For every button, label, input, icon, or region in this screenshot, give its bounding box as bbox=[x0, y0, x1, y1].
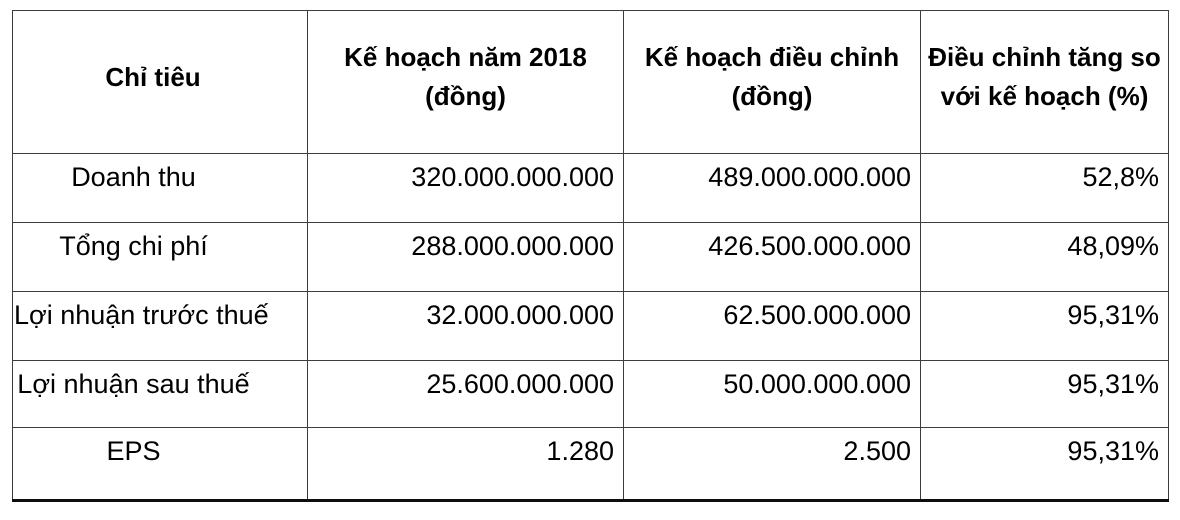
cell-value: 426.500.000.000 bbox=[623, 222, 921, 292]
row-label: Lợi nhuận trước thuế bbox=[12, 291, 308, 361]
column-header-ke-hoach-nam-2018: Kế hoạch năm 2018 (đồng) bbox=[307, 10, 624, 154]
row-label: Doanh thu bbox=[12, 153, 308, 223]
row-label: Lợi nhuận sau thuế bbox=[12, 360, 308, 428]
table-row: Lợi nhuận trước thuế 32.000.000.000 62.500… bbox=[12, 291, 1169, 361]
column-header-chi-tieu: Chỉ tiêu bbox=[12, 10, 308, 154]
cell-value: 32.000.000.000 bbox=[307, 291, 624, 361]
row-label: Tổng chi phí bbox=[12, 222, 308, 292]
column-header-dieu-chinh-tang: Điều chỉnh tăng so với kế hoạch (%) bbox=[920, 10, 1169, 154]
row-label: EPS bbox=[12, 427, 308, 502]
header-row: Chỉ tiêu Kế hoạch năm 2018 (đồng) Kế hoạ… bbox=[12, 10, 1169, 154]
cell-value: 489.000.000.000 bbox=[623, 153, 921, 223]
table-row: Lợi nhuận sau thuế 25.600.000.000 50.000.0… bbox=[12, 360, 1169, 428]
cell-value: 50.000.000.000 bbox=[623, 360, 921, 428]
cell-value: 95,31% bbox=[920, 291, 1169, 361]
cell-value: 2.500 bbox=[623, 427, 921, 502]
table-row: Doanh thu 320.000.000.000 489.000.000.000 5… bbox=[12, 153, 1169, 223]
cell-value: 62.500.000.000 bbox=[623, 291, 921, 361]
cell-value: 288.000.000.000 bbox=[307, 222, 624, 292]
cell-value: 320.000.000.000 bbox=[307, 153, 624, 223]
table-row: Tổng chi phí 288.000.000.000 426.500.000.0… bbox=[12, 222, 1169, 292]
cell-value: 52,8% bbox=[920, 153, 1169, 223]
financial-plan-table: Chỉ tiêu Kế hoạch năm 2018 (đồng) Kế hoạ… bbox=[12, 10, 1169, 502]
cell-value: 25.600.000.000 bbox=[307, 360, 624, 428]
cell-value: 95,31% bbox=[920, 360, 1169, 428]
cell-value: 95,31% bbox=[920, 427, 1169, 502]
column-header-ke-hoach-dieu-chinh: Kế hoạch điều chỉnh (đồng) bbox=[623, 10, 921, 154]
cell-value: 48,09% bbox=[920, 222, 1169, 292]
table-row: EPS 1.280 2.500 95,31% bbox=[12, 427, 1169, 502]
table-body: Doanh thu 320.000.000.000 489.000.000.000 5… bbox=[12, 153, 1169, 502]
cell-value: 1.280 bbox=[307, 427, 624, 502]
